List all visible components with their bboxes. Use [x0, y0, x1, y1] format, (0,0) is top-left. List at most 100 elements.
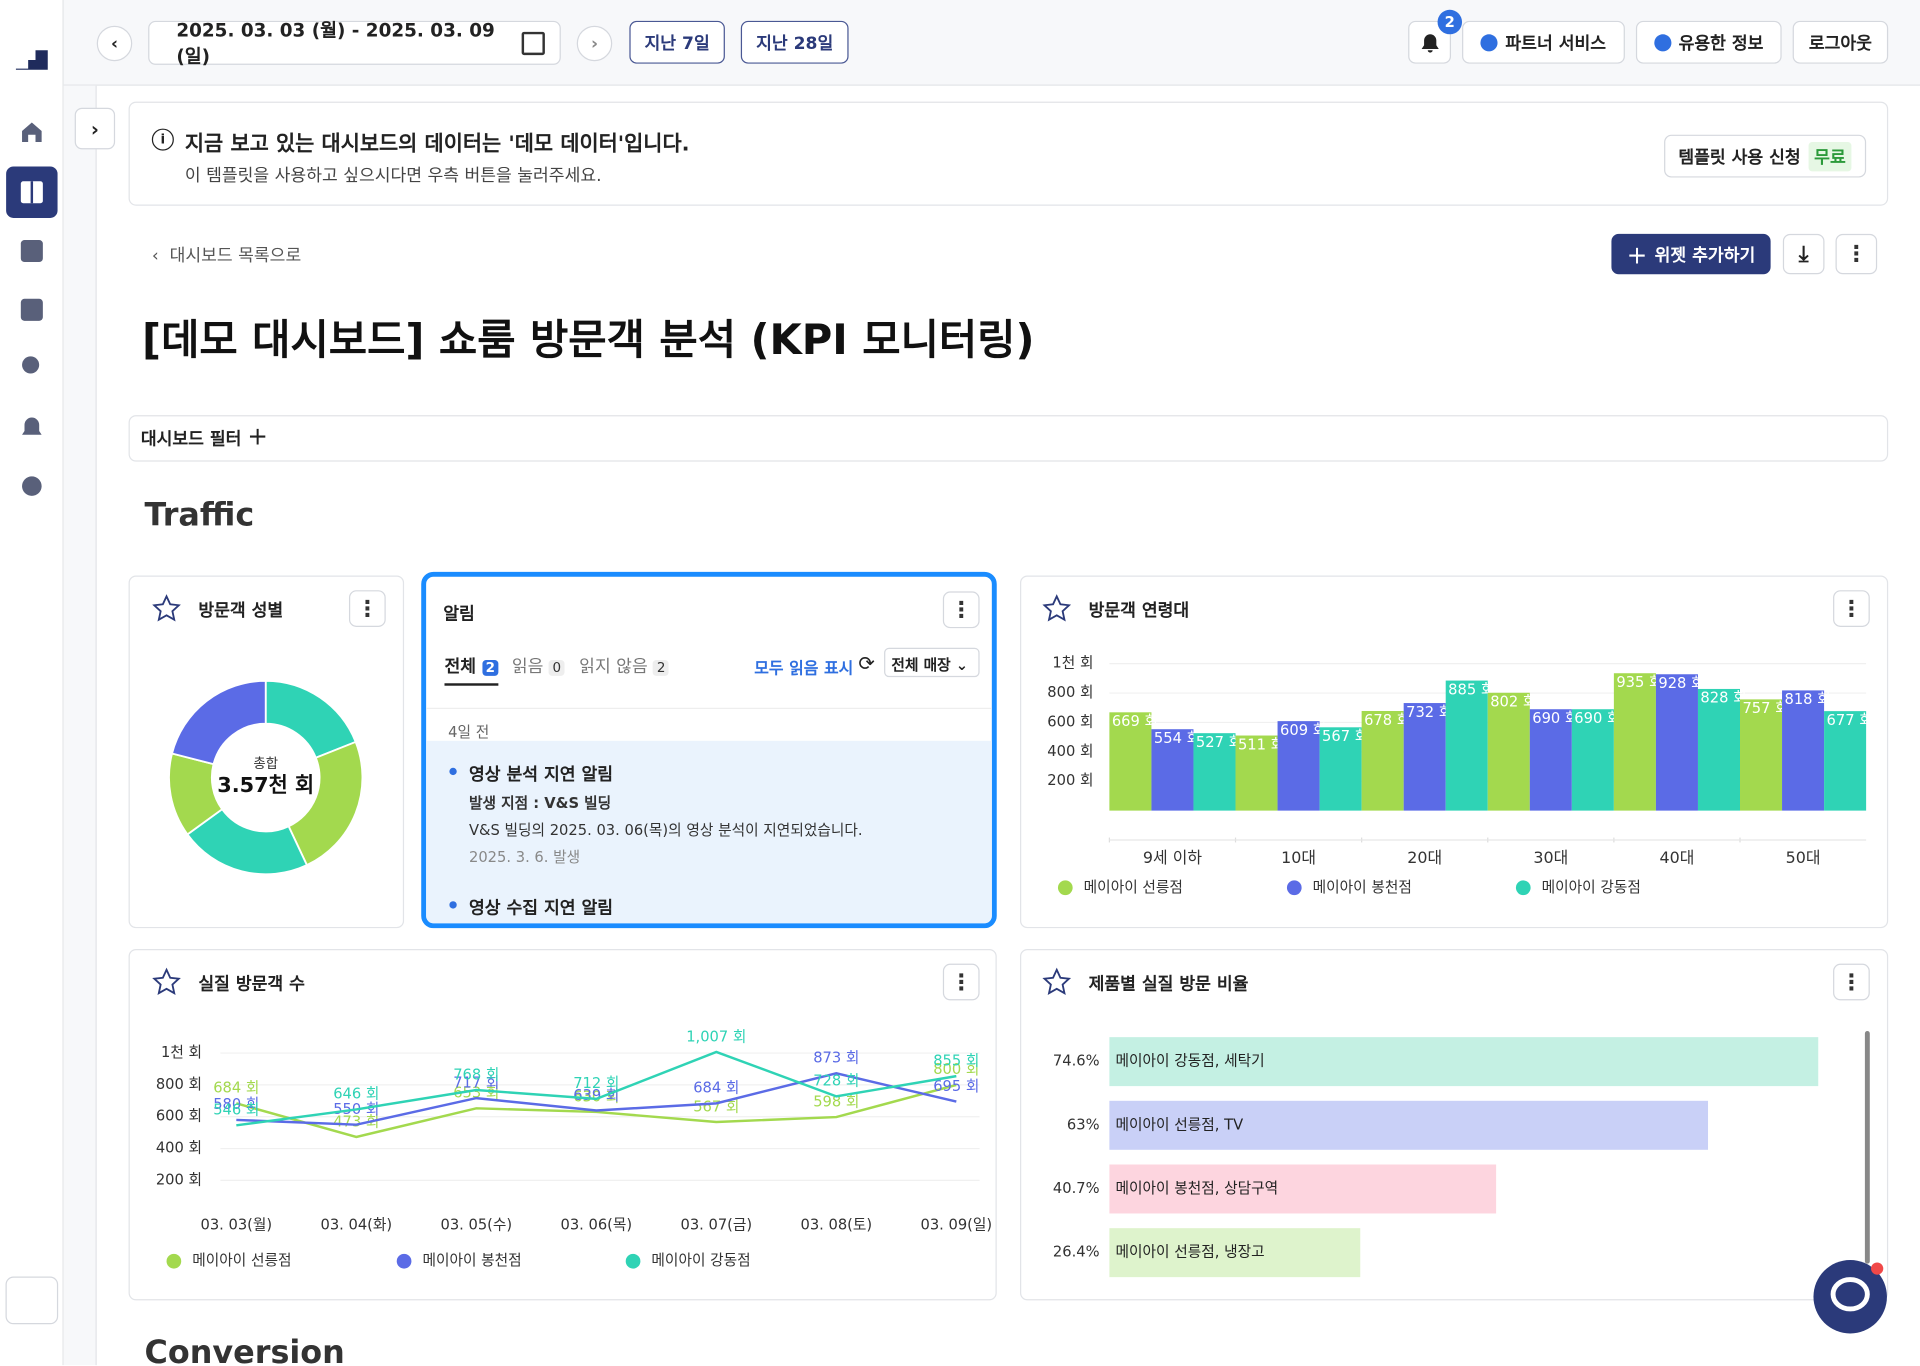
tab-active[interactable]: 전체 2 [444, 654, 499, 686]
date-range: 2025. 03. 03 (월) - 2025. 03. 09 (일) [176, 19, 495, 68]
logout-button[interactable]: 로그아웃 [1792, 20, 1889, 64]
divider [426, 707, 992, 709]
widget-menu[interactable]: ⋮ [1833, 590, 1870, 627]
info-button[interactable]: 유용한 정보 [1635, 20, 1782, 64]
value-label: 653 회 [453, 1085, 499, 1102]
widget-menu[interactable]: ⋮ [348, 590, 386, 627]
bar [1824, 711, 1867, 811]
bar-label: 메이아이 선릉점, TV [1116, 1116, 1244, 1133]
nav-search[interactable] [20, 240, 43, 263]
x-tick-label: 03. 03(월) [200, 1217, 272, 1234]
bar-label: 메이아이 강동점, 세탁기 [1116, 1053, 1265, 1070]
legend-swatch [166, 1253, 182, 1269]
date-picker[interactable]: 2025. 03. 03 (월) - 2025. 03. 09 (일) [148, 20, 561, 67]
value-label: 684 회 [693, 1080, 739, 1097]
nav-analytics[interactable] [20, 298, 43, 321]
download-button[interactable]: ⤓ [1782, 233, 1825, 275]
back-link[interactable]: ‹ 대시보드 목록으로 [151, 246, 302, 266]
widget-menu[interactable]: ⋮ [942, 963, 980, 1001]
value-label: 855 회 [933, 1052, 979, 1069]
bar [1193, 733, 1236, 811]
tab[interactable]: 읽지 않음 2 [579, 654, 670, 678]
x-tick-label: 30대 [1533, 848, 1568, 867]
tab-count: 2 [653, 660, 670, 676]
star-icon[interactable] [1042, 594, 1072, 622]
add-widget-label: 위젯 추가하기 [1654, 245, 1756, 266]
more-button[interactable]: ⋮ [1835, 233, 1878, 275]
section-title: Traffic [144, 497, 255, 534]
bar [1403, 703, 1446, 811]
bar [1361, 710, 1404, 811]
legend-label: 메이아이 봉천점 [422, 1252, 521, 1269]
value-label: 669 회 [1112, 713, 1158, 730]
star-icon[interactable] [152, 594, 181, 622]
value-label: 732 회 [1406, 704, 1452, 721]
value-label: 511 회 [1238, 736, 1284, 753]
x-tick-label: 03. 05(수) [440, 1217, 512, 1234]
next-button[interactable]: › [576, 25, 613, 62]
center-label: 총합 [253, 756, 278, 772]
value-label: 598 회 [813, 1093, 859, 1110]
visitors-widget [128, 948, 997, 1301]
tab[interactable]: 읽음 0 [512, 654, 565, 678]
value-label: 818 회 [1784, 691, 1830, 708]
filter-bar[interactable]: 대시보드 필터 + [128, 415, 1889, 462]
value-label: 546 회 [213, 1102, 259, 1119]
y-tick-label: 200 회 [1047, 772, 1093, 789]
widget-menu[interactable]: ⋮ [942, 591, 980, 629]
bar [1445, 680, 1488, 811]
plus-icon: + [1626, 239, 1648, 269]
value-label: 609 회 [1280, 722, 1326, 739]
section-title: Conversion [144, 1334, 345, 1366]
prev-button[interactable]: ‹ [96, 25, 133, 62]
expand-button[interactable]: › [74, 107, 116, 150]
chat-button[interactable] [1813, 1260, 1887, 1334]
range-button[interactable]: 지난 28일 [740, 20, 849, 64]
value-label: 828 회 [1700, 690, 1746, 707]
bar [1571, 709, 1614, 811]
star-icon[interactable] [1042, 967, 1072, 996]
star-icon[interactable] [152, 967, 181, 996]
alert-date: 2025. 3. 6. 발생 [468, 848, 581, 866]
legend-label: 메이아이 강동점 [1542, 879, 1641, 896]
value-label: 684 회 [213, 1080, 259, 1097]
value-label: 567 회 [693, 1098, 739, 1115]
notice-box [128, 101, 1889, 206]
y-tick-label: 400 회 [1047, 743, 1093, 760]
value-label: 527 회 [1196, 734, 1242, 751]
refresh-icon[interactable]: ⟳ [858, 651, 875, 675]
value-label: 873 회 [813, 1050, 859, 1067]
value-label: 802 회 [1490, 694, 1536, 711]
widget-menu[interactable]: ⋮ [1833, 963, 1870, 1001]
template-button[interactable]: 템플릿 사용 신청 무료 [1664, 134, 1867, 178]
legend-swatch [396, 1253, 412, 1269]
scrollbar [1864, 1031, 1870, 1264]
filter-add: + [247, 421, 268, 451]
bar [1487, 692, 1530, 811]
range-button[interactable]: 지난 7일 [629, 20, 725, 64]
nav-home[interactable] [22, 122, 42, 143]
nav-settings[interactable] [22, 476, 42, 496]
y-tick-label: 200 회 [156, 1171, 202, 1188]
chat-badge [1871, 1262, 1884, 1275]
nav-alerts[interactable] [22, 417, 42, 435]
tab-count: 2 [482, 660, 499, 676]
side-strip [63, 85, 97, 1366]
bar [1151, 729, 1194, 811]
value-label: 677 회 [1827, 712, 1873, 729]
partner-button[interactable]: 파트너 서비스 [1462, 20, 1625, 64]
widget-title: 알림 [443, 604, 475, 625]
store-select[interactable]: 전체 매장 ⌄ [884, 647, 980, 678]
mark-all-read[interactable]: 모두 읽음 표시 [754, 660, 854, 679]
add-widget-button[interactable]: + 위젯 추가하기 [1611, 233, 1771, 275]
value-label: 695 회 [933, 1078, 979, 1095]
value-label: 800 회 [933, 1061, 979, 1078]
bar [1697, 688, 1740, 811]
value-label: 74.6% [1053, 1053, 1100, 1070]
bar [1782, 690, 1825, 811]
nav-bottom[interactable] [5, 1276, 59, 1325]
filter-label: 대시보드 필터 [140, 429, 242, 450]
nav-users[interactable] [22, 356, 40, 374]
